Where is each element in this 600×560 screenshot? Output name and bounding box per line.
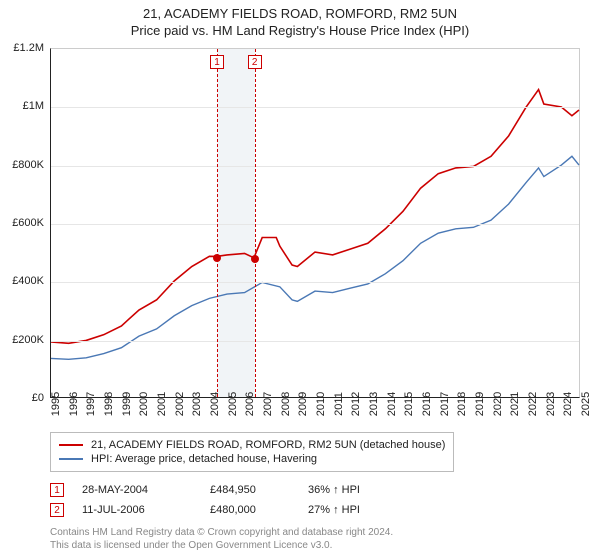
x-tick-label: 2018 [456,392,468,416]
y-tick-label: £600K [12,217,44,229]
legend-label: HPI: Average price, detached house, Have… [91,453,317,465]
series-line [51,156,579,359]
footer-line2: This data is licensed under the Open Gov… [50,539,580,552]
transaction-price: £484,950 [210,484,290,496]
marker-dot [251,255,259,263]
footer: Contains HM Land Registry data © Crown c… [50,526,580,552]
x-tick-label: 2025 [580,392,592,416]
legend-item: 21, ACADEMY FIELDS ROAD, ROMFORD, RM2 5U… [59,438,445,452]
marker-line [217,49,218,397]
x-tick-label: 2021 [509,392,521,416]
x-tick-label: 2007 [262,392,274,416]
x-tick-label: 2015 [403,392,415,416]
x-tick-label: 2024 [562,392,574,416]
x-tick-label: 2010 [315,392,327,416]
transaction-marker-box: 2 [50,503,64,517]
x-tick-label: 1996 [68,392,80,416]
marker-box: 1 [210,55,224,69]
line-chart-svg [51,49,579,397]
x-tick-label: 2014 [386,392,398,416]
x-tick-label: 2009 [297,392,309,416]
transaction-date: 28-MAY-2004 [82,484,192,496]
plot-area: 12 [50,48,580,398]
x-tick-label: 2006 [244,392,256,416]
marker-line [255,49,256,397]
x-tick-label: 1995 [50,392,62,416]
chart-title-line2: Price paid vs. HM Land Registry's House … [0,23,600,38]
x-tick-label: 2022 [527,392,539,416]
transaction-date: 11-JUL-2006 [82,504,192,516]
x-tick-label: 2002 [174,392,186,416]
y-tick-label: £0 [32,392,44,404]
x-tick-label: 1997 [85,392,97,416]
x-tick-label: 2005 [227,392,239,416]
chart-title-line1: 21, ACADEMY FIELDS ROAD, ROMFORD, RM2 5U… [0,6,600,21]
marker-dot [213,254,221,262]
y-tick-label: £800K [12,159,44,171]
legend-swatch [59,444,83,446]
x-tick-label: 2023 [545,392,557,416]
x-tick-label: 2017 [439,392,451,416]
transaction-row: 1 28-MAY-2004 £484,950 36% ↑ HPI [50,480,398,500]
title-block: 21, ACADEMY FIELDS ROAD, ROMFORD, RM2 5U… [0,0,600,38]
y-axis-labels: £0£200K£400K£600K£800K£1M£1.2M [0,48,48,398]
x-tick-label: 2011 [333,392,345,416]
legend: 21, ACADEMY FIELDS ROAD, ROMFORD, RM2 5U… [50,432,454,472]
x-tick-label: 2000 [138,392,150,416]
footer-line1: Contains HM Land Registry data © Crown c… [50,526,580,539]
chart-container: 21, ACADEMY FIELDS ROAD, ROMFORD, RM2 5U… [0,0,600,560]
x-tick-label: 2003 [191,392,203,416]
x-tick-label: 2020 [492,392,504,416]
transaction-marker-box: 1 [50,483,64,497]
x-tick-label: 2001 [156,392,168,416]
x-tick-label: 2019 [474,392,486,416]
y-tick-label: £200K [12,334,44,346]
transaction-price: £480,000 [210,504,290,516]
legend-label: 21, ACADEMY FIELDS ROAD, ROMFORD, RM2 5U… [91,439,445,451]
transaction-row: 2 11-JUL-2006 £480,000 27% ↑ HPI [50,500,398,520]
x-tick-label: 2012 [350,392,362,416]
x-tick-label: 2004 [209,392,221,416]
x-tick-label: 2008 [280,392,292,416]
x-tick-label: 2013 [368,392,380,416]
transaction-rel: 36% ↑ HPI [308,484,398,496]
transaction-list: 1 28-MAY-2004 £484,950 36% ↑ HPI 2 11-JU… [50,480,398,520]
legend-swatch [59,458,83,460]
x-tick-label: 1998 [103,392,115,416]
transaction-rel: 27% ↑ HPI [308,504,398,516]
y-tick-label: £400K [12,275,44,287]
y-tick-label: £1M [23,100,44,112]
legend-item: HPI: Average price, detached house, Have… [59,452,445,466]
y-tick-label: £1.2M [13,42,44,54]
x-tick-label: 2016 [421,392,433,416]
series-line [51,90,579,344]
x-tick-label: 1999 [121,392,133,416]
marker-box: 2 [248,55,262,69]
